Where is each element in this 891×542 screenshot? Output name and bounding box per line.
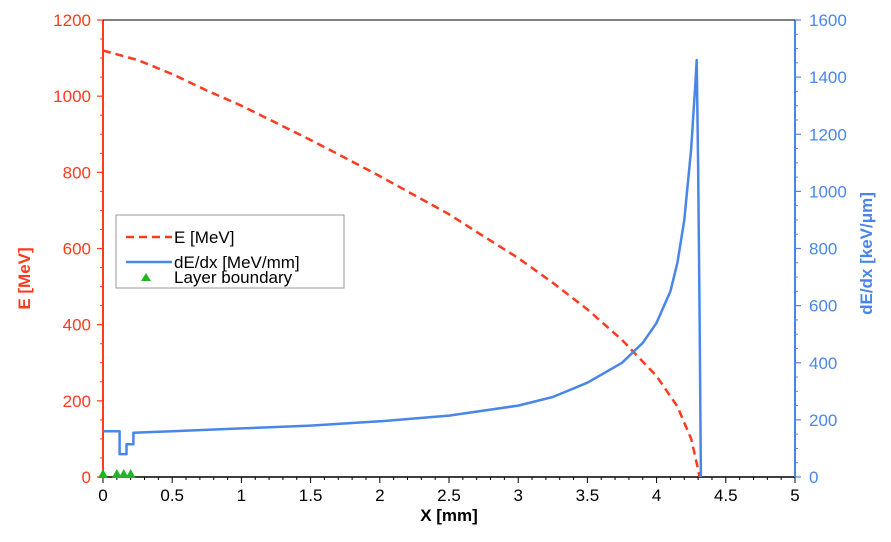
x-tick-label: 3 — [513, 486, 522, 505]
y-left-tick-label: 1000 — [53, 87, 91, 106]
y-right-tick-label: 400 — [809, 354, 837, 373]
layer-boundary-marker — [111, 469, 122, 478]
y-left-tick-label: 0 — [82, 468, 91, 487]
y-right-axis-title: dE/dx [keV/μm] — [857, 192, 876, 315]
legend-label-energy: E [MeV] — [174, 228, 234, 247]
y-left-ticks: 0 200 400 600 800 1000 1200 — [53, 11, 103, 487]
y-right-tick-label: 600 — [809, 297, 837, 316]
y-right-tick-label: 200 — [809, 411, 837, 430]
series-energy-line — [102, 49, 701, 478]
x-tick-label: 4.5 — [714, 486, 738, 505]
x-tick-label: 2 — [375, 486, 384, 505]
legend: E [MeV] dE/dx [MeV/mm] Layer boundary — [115, 214, 345, 289]
legend-box — [115, 214, 345, 289]
y-left-tick-label: 800 — [63, 163, 91, 182]
layer-boundary-marker — [98, 469, 108, 478]
x-tick-label: 2.5 — [437, 486, 461, 505]
y-right-tick-label: 0 — [809, 468, 818, 487]
legend-label-layer-boundary: Layer boundary — [174, 268, 293, 287]
x-ticks: 0 0.5 1 1.5 2 2.5 3 3.5 4 4.5 5 — [98, 477, 800, 505]
x-tick-label: 0.5 — [160, 486, 184, 505]
y-right-tick-label: 1000 — [809, 182, 847, 201]
x-tick-label: 1.5 — [299, 486, 323, 505]
layer-boundary-marker — [125, 469, 136, 478]
series-layer — [102, 49, 703, 478]
y-left-axis-title: E [MeV] — [15, 247, 34, 309]
x-tick-label: 1 — [237, 486, 246, 505]
x-axis-title: X [mm] — [420, 506, 478, 525]
y-left-tick-label: 600 — [63, 240, 91, 259]
y-right-tick-label: 800 — [809, 240, 837, 259]
x-tick-label: 0 — [98, 486, 107, 505]
marker-layer — [98, 469, 136, 478]
y-left-tick-label: 1200 — [53, 11, 91, 30]
y-left-tick-label: 400 — [63, 316, 91, 335]
x-tick-label: 3.5 — [576, 486, 600, 505]
layer-boundary-marker — [118, 469, 129, 478]
y-right-tick-label: 1600 — [809, 11, 847, 30]
y-right-ticks: 0 200 400 600 800 1000 1200 1400 1600 — [795, 11, 847, 487]
y-left-tick-label: 200 — [63, 392, 91, 411]
series-dedx-line — [103, 58, 703, 478]
x-tick-label: 4 — [652, 486, 661, 505]
y-right-tick-label: 1200 — [809, 125, 847, 144]
y-right-tick-label: 1400 — [809, 68, 847, 87]
x-tick-label: 5 — [790, 486, 799, 505]
legend-swatch-layer-boundary — [141, 273, 151, 281]
legend-label-dedx: dE/dx [MeV/mm] — [174, 253, 300, 272]
